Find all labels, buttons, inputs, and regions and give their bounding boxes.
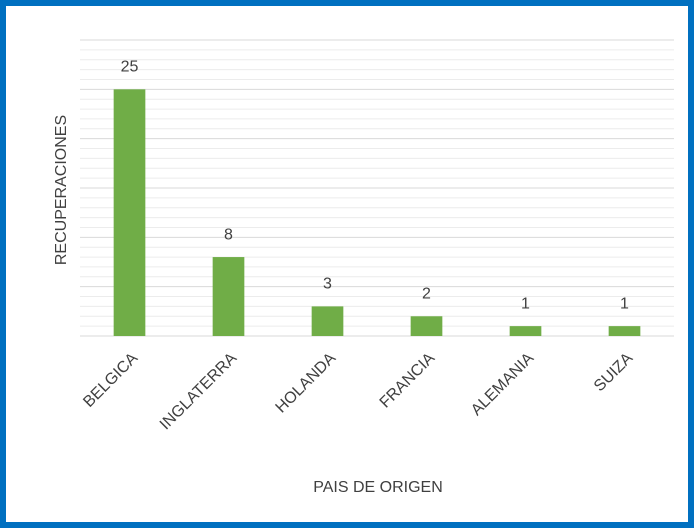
data-label: 3	[323, 276, 332, 293]
x-axis-label: PAIS DE ORIGEN	[313, 479, 443, 496]
data-label: 1	[521, 295, 530, 312]
data-label: 1	[620, 295, 629, 312]
data-label: 2	[422, 285, 431, 302]
bar	[311, 306, 344, 336]
bar	[410, 316, 443, 336]
bar	[509, 326, 542, 336]
y-axis-label: RECUPERACIONES	[53, 115, 70, 265]
bar	[113, 89, 146, 336]
bar	[608, 326, 641, 336]
data-label: 25	[121, 59, 139, 76]
bar	[212, 257, 245, 336]
data-label: 8	[224, 226, 233, 243]
